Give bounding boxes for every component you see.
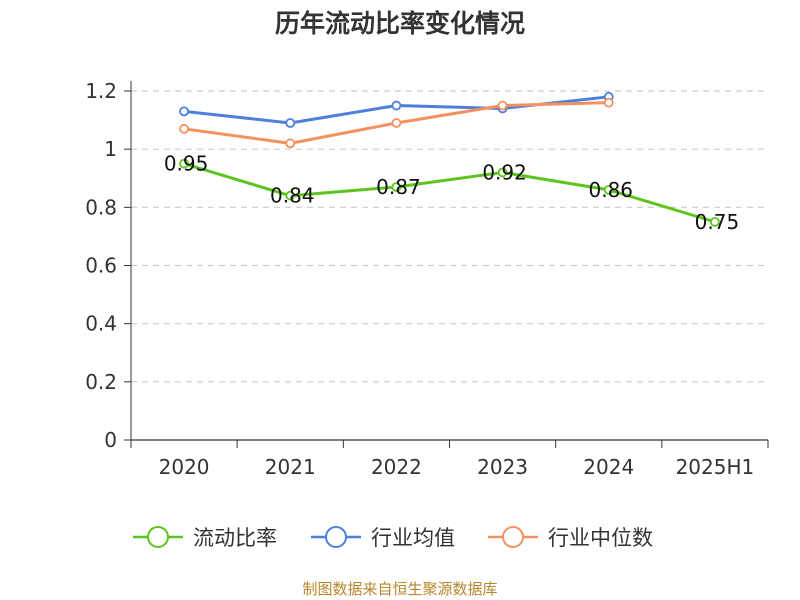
y-tick-label: 0.4 (85, 312, 117, 336)
data-label: 0.87 (376, 175, 421, 199)
legend-label: 行业均值 (371, 526, 455, 550)
y-tick-label: 0.8 (85, 195, 117, 219)
data-point[interactable] (179, 123, 189, 134)
data-label: 0.86 (588, 178, 633, 202)
data-point[interactable] (179, 106, 189, 117)
y-tick-label: 1 (104, 137, 117, 161)
x-tick-label: 2024 (583, 455, 634, 479)
legend-item[interactable]: 行业均值 (311, 526, 455, 550)
x-tick-label: 2025H1 (676, 455, 755, 479)
data-point[interactable] (391, 118, 402, 128)
data-label: 0.95 (164, 152, 209, 176)
series-lines (179, 91, 720, 227)
legend-marker (325, 526, 347, 548)
legend-item[interactable]: 行业中位数 (488, 526, 653, 550)
data-label: 0.84 (270, 184, 315, 208)
legend-item[interactable]: 流动比率 (133, 526, 277, 550)
y-tick-label: 0.2 (85, 370, 117, 394)
data-point[interactable] (497, 167, 508, 178)
legend-label: 流动比率 (193, 526, 277, 550)
data-point[interactable] (285, 138, 296, 149)
legend-marker (502, 526, 524, 548)
x-tick-label: 2022 (371, 455, 422, 479)
x-tick-label: 2020 (159, 455, 210, 479)
data-point[interactable] (179, 158, 189, 169)
y-tick-label: 1.2 (85, 79, 117, 103)
data-point[interactable] (603, 97, 614, 108)
data-point[interactable] (710, 216, 720, 227)
data-labels: 0.95 0.84 0.87 0.92 0.86 0.75 (164, 152, 739, 234)
y-tick-label: 0 (104, 428, 117, 452)
x-tick-label: 2021 (265, 455, 316, 479)
legend-marker (147, 526, 169, 548)
data-point[interactable] (285, 190, 296, 201)
legend[interactable]: 流动比率 行业均值 行业中位数 (133, 526, 653, 550)
y-tick-label: 0.6 (85, 254, 117, 278)
legend-label: 行业中位数 (548, 526, 653, 550)
data-label: 0.92 (482, 160, 527, 184)
chart-title: 历年流动比率变化情况 (274, 9, 525, 38)
data-label: 0.75 (695, 210, 740, 234)
data-point[interactable] (497, 100, 508, 111)
data-point[interactable] (285, 118, 296, 128)
data-point[interactable] (391, 100, 402, 111)
axes: 0 0.2 0.4 0.6 0.8 1 1.2 2020 2021 2022 2023 2024 202… (85, 79, 769, 479)
source-note: 制图数据来自恒生聚源数据库 (302, 580, 498, 598)
data-point[interactable] (391, 182, 402, 192)
series-line-0 (183, 162, 716, 224)
data-point[interactable] (603, 184, 614, 195)
x-tick-label: 2023 (477, 455, 528, 479)
